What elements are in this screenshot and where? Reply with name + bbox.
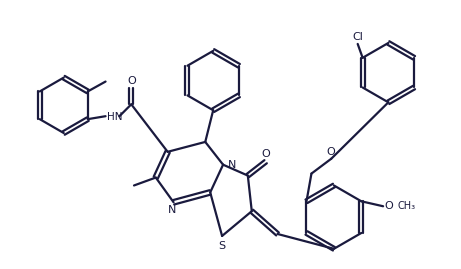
Text: N: N: [228, 160, 236, 170]
Text: O: O: [127, 76, 136, 86]
Text: HN: HN: [106, 112, 122, 122]
Text: O: O: [327, 147, 336, 157]
Text: O: O: [261, 149, 270, 159]
Text: Cl: Cl: [352, 32, 363, 42]
Text: S: S: [219, 241, 225, 251]
Text: O: O: [384, 201, 393, 211]
Text: N: N: [167, 205, 176, 215]
Text: CH₃: CH₃: [398, 201, 416, 211]
